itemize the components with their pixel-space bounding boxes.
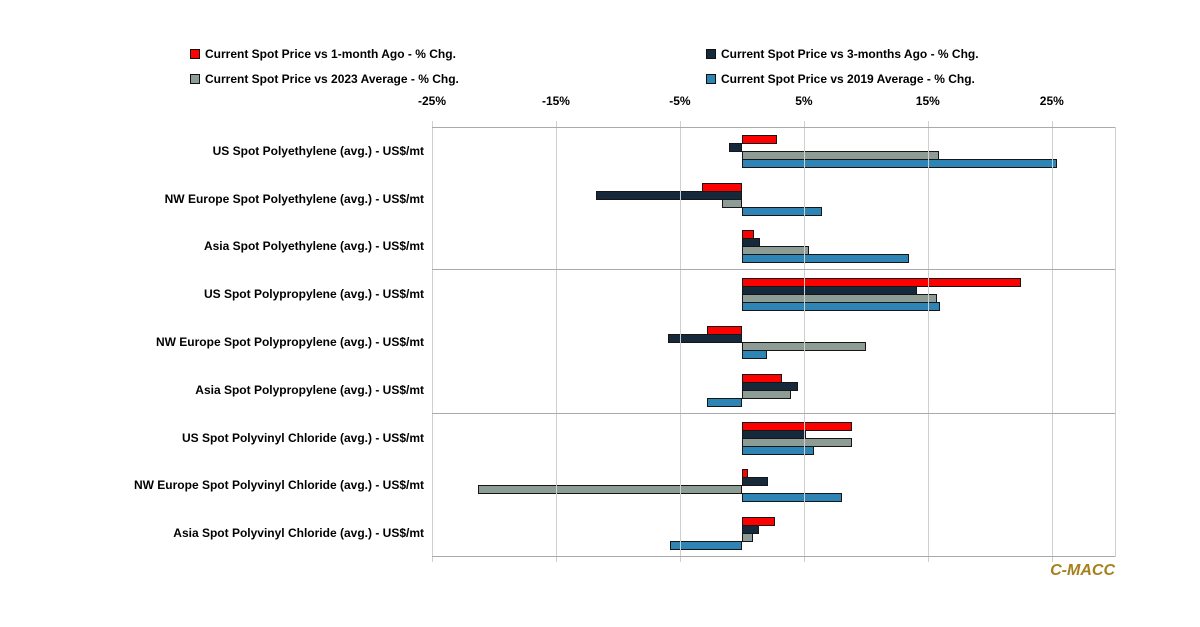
category-label: Asia Spot Polyvinyl Chloride (avg.) - US… (173, 526, 424, 541)
x-axis-labels: -25% -15% -5% 5% 15% 25% (418, 94, 1115, 110)
bar (669, 541, 742, 551)
group-separator (432, 269, 1115, 271)
plot-rows (432, 127, 1115, 557)
bar (707, 397, 742, 407)
bar (741, 477, 768, 487)
plot-top-border (432, 127, 1115, 128)
category-label: US Spot Polyvinyl Chloride (avg.) - US$/… (181, 430, 424, 445)
x-axis-tick-label: -5% (669, 94, 691, 108)
bar (729, 142, 742, 152)
legend-swatch-icon (190, 49, 200, 59)
legend-swatch-icon (190, 74, 200, 84)
legend-label: Current Spot Price vs 2019 Average - % C… (721, 72, 975, 86)
category-label: Asia Spot Polypropylene (avg.) - US$/mt (195, 382, 424, 397)
category-label: NW Europe Spot Polyethylene (avg.) - US$… (164, 191, 424, 206)
bar (741, 134, 777, 144)
bar-group (432, 517, 1115, 551)
category-label: NW Europe Spot Polyvinyl Chloride (avg.)… (133, 478, 424, 493)
bar (741, 350, 767, 360)
bar (741, 445, 814, 455)
bar (741, 389, 792, 399)
bar-group (432, 230, 1115, 264)
bar (741, 158, 1057, 168)
category-labels: US Spot Polyethylene (avg.) - US$/mt NW E… (0, 127, 424, 557)
x-axis-tick-label: -15% (541, 94, 570, 108)
category-label: Asia Spot Polyethylene (avg.) - US$/mt (203, 239, 424, 254)
x-axis-tick-label: 15% (915, 94, 940, 108)
bar (722, 198, 742, 208)
x-axis-tick-label: 25% (1039, 94, 1064, 108)
bar (741, 493, 843, 503)
bar-group (432, 373, 1115, 407)
bar-row (432, 461, 1115, 509)
bar-row (432, 366, 1115, 414)
gridline (803, 121, 805, 562)
legend-item: Current Spot Price vs 3-months Ago - % C… (706, 47, 1050, 61)
brand-logo: C-MACC (1050, 562, 1115, 579)
legend-item: Current Spot Price vs 2023 Average - % C… (190, 72, 706, 86)
legend-label: Current Spot Price vs 2023 Average - % C… (205, 72, 459, 86)
group-separator (432, 412, 1115, 414)
legend-label: Current Spot Price vs 3-months Ago - % C… (721, 47, 979, 61)
bar-group (432, 134, 1115, 168)
bar-row (432, 223, 1115, 271)
bar-row (432, 270, 1115, 318)
bar-row (432, 414, 1115, 462)
category-label: US Spot Polypropylene (avg.) - US$/mt (203, 287, 424, 302)
bar-row (432, 318, 1115, 366)
bar-group (432, 326, 1115, 360)
gridline (1051, 121, 1053, 562)
bar (741, 206, 823, 216)
bar (667, 334, 742, 344)
bar-group (432, 182, 1115, 216)
legend-swatch-icon (706, 49, 716, 59)
plot-area (432, 121, 1116, 562)
bar (477, 485, 742, 495)
legend-label: Current Spot Price vs 1-month Ago - % Ch… (205, 47, 456, 61)
gridline (679, 121, 681, 562)
x-axis-tick-label: 5% (795, 94, 813, 108)
legend-swatch-icon (706, 74, 716, 84)
gridline (555, 121, 557, 562)
category-label: NW Europe Spot Polypropylene (avg.) - US… (155, 335, 424, 350)
gridline (927, 121, 929, 562)
bar-row (432, 175, 1115, 223)
plot-bottom-border (432, 556, 1115, 557)
bar-group (432, 278, 1115, 312)
bar-group (432, 421, 1115, 455)
chart-legend: Current Spot Price vs 1-month Ago - % Ch… (190, 47, 1050, 86)
legend-item: Current Spot Price vs 2019 Average - % C… (706, 72, 1050, 86)
bar-row (432, 127, 1115, 175)
bar (741, 302, 941, 312)
category-label: US Spot Polyethylene (avg.) - US$/mt (212, 143, 424, 158)
legend-item: Current Spot Price vs 1-month Ago - % Ch… (190, 47, 706, 61)
bar (741, 254, 910, 264)
bar (741, 533, 754, 543)
bar-group (432, 469, 1115, 503)
x-axis-tick-label: -25% (417, 94, 447, 108)
bar-row (432, 509, 1115, 557)
gridline (432, 121, 433, 562)
bar (595, 190, 742, 200)
